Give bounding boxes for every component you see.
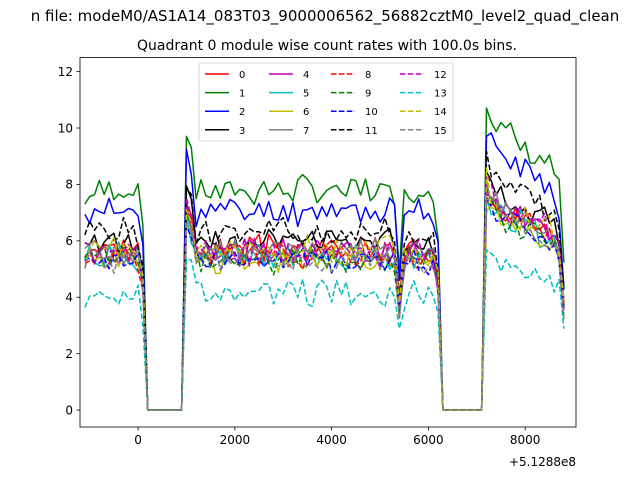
x-tick-label: 0 <box>134 433 142 447</box>
y-tick-label: 2 <box>65 347 73 361</box>
plot-frame <box>79 57 577 428</box>
y-tick-label: 12 <box>58 65 73 79</box>
legend-label-3: 3 <box>239 126 245 137</box>
series-line-12 <box>84 174 565 411</box>
chart-title: Quadrant 0 module wise count rates with … <box>137 38 517 54</box>
legend-label-2: 2 <box>239 107 245 118</box>
x-tick-label: 8000 <box>510 433 541 447</box>
series-line-15 <box>84 196 565 411</box>
y-tick-label: 4 <box>65 291 73 305</box>
chart-suptitle: n file: modeM0/AS1A14_083T03_9000006562_… <box>31 7 620 26</box>
x-tick-label: 2000 <box>220 433 251 447</box>
legend-label-9: 9 <box>365 89 371 100</box>
legend-label-12: 12 <box>434 70 447 81</box>
x-tick-label: 6000 <box>413 433 444 447</box>
series-layer <box>84 107 565 411</box>
y-tick-label: 0 <box>65 403 73 417</box>
legend-label-4: 4 <box>303 70 309 81</box>
legend-label-0: 0 <box>239 70 245 81</box>
legend-label-5: 5 <box>303 89 309 100</box>
x-tick-label: 4000 <box>316 433 347 447</box>
legend-label-13: 13 <box>434 89 447 100</box>
legend-label-7: 7 <box>303 126 309 137</box>
y-tick-label: 10 <box>58 121 73 135</box>
legend-label-6: 6 <box>303 107 309 118</box>
legend-label-8: 8 <box>365 70 371 81</box>
y-tick-label: 8 <box>65 178 73 192</box>
legend-label-10: 10 <box>365 107 378 118</box>
legend-label-1: 1 <box>239 89 245 100</box>
legend-label-14: 14 <box>434 107 447 118</box>
legend-box <box>198 62 454 142</box>
y-tick-label: 6 <box>65 234 73 248</box>
legend-label-15: 15 <box>434 126 447 137</box>
x-offset-label: +5.1288e8 <box>509 455 576 469</box>
legend-label-11: 11 <box>365 126 378 137</box>
